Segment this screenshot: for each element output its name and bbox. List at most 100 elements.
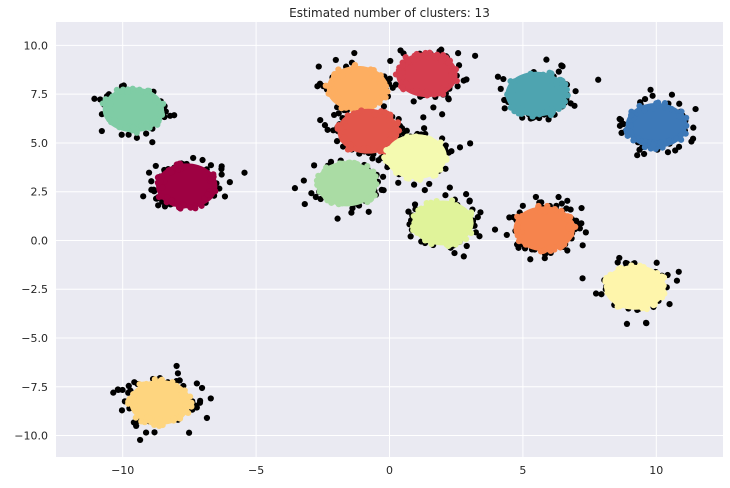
cluster-point bbox=[443, 241, 451, 248]
noise-point bbox=[389, 84, 396, 91]
cluster-point bbox=[422, 49, 429, 57]
noise-point bbox=[140, 193, 147, 200]
noise-point bbox=[395, 179, 402, 186]
cluster-point bbox=[432, 54, 439, 62]
noise-point bbox=[640, 150, 648, 158]
noise-point bbox=[558, 200, 565, 207]
cluster-point bbox=[158, 376, 165, 383]
cluster-point bbox=[558, 207, 565, 215]
y-tick-label: −10.0 bbox=[14, 430, 48, 443]
noise-point bbox=[439, 111, 446, 118]
cluster-point bbox=[627, 128, 634, 135]
noise-point bbox=[203, 414, 211, 422]
cluster-point bbox=[630, 266, 637, 273]
y-tick-label: −2.5 bbox=[21, 283, 48, 296]
cluster-point bbox=[518, 212, 525, 220]
noise-point bbox=[582, 229, 589, 236]
noise-point bbox=[430, 104, 437, 111]
cluster-point bbox=[661, 99, 669, 107]
cluster-point bbox=[438, 58, 445, 65]
noise-point bbox=[207, 162, 215, 169]
cluster-point bbox=[515, 219, 522, 226]
noise-point bbox=[618, 129, 625, 136]
cluster-point bbox=[468, 229, 475, 237]
noise-point bbox=[314, 83, 321, 90]
cluster-point bbox=[187, 204, 194, 211]
cluster-point bbox=[393, 169, 400, 176]
cluster-point bbox=[418, 90, 425, 97]
cluster-point bbox=[377, 81, 384, 88]
noise-point bbox=[614, 259, 621, 266]
noise-point bbox=[573, 217, 580, 224]
noise-point bbox=[451, 249, 458, 257]
cluster-point bbox=[410, 56, 417, 64]
cluster-point bbox=[358, 107, 365, 114]
cluster-point bbox=[330, 75, 338, 82]
noise-point bbox=[198, 384, 206, 392]
cluster-point bbox=[518, 228, 525, 236]
cluster-point bbox=[529, 113, 536, 120]
cluster-point bbox=[619, 265, 626, 273]
cluster-point bbox=[145, 87, 153, 94]
cluster-point bbox=[637, 302, 644, 309]
noise-point bbox=[455, 50, 462, 57]
cluster-point bbox=[324, 194, 331, 201]
cluster-point bbox=[418, 171, 425, 178]
noise-point bbox=[321, 122, 329, 129]
cluster-point bbox=[132, 414, 139, 421]
cluster-point bbox=[178, 162, 185, 169]
cluster-point bbox=[338, 160, 345, 167]
noise-point bbox=[125, 131, 132, 138]
cluster-point bbox=[555, 105, 562, 113]
cluster-point bbox=[556, 241, 563, 248]
y-tick-label: 10.0 bbox=[24, 39, 49, 52]
noise-point bbox=[155, 202, 162, 209]
noise-point bbox=[578, 204, 585, 212]
noise-point bbox=[420, 114, 427, 121]
noise-point bbox=[567, 100, 574, 107]
cluster-point bbox=[359, 194, 366, 201]
noise-point bbox=[595, 76, 602, 83]
cluster-point bbox=[322, 169, 329, 176]
cluster-point bbox=[129, 85, 136, 92]
noise-point bbox=[199, 156, 206, 164]
noise-point bbox=[676, 100, 683, 107]
cluster-12 bbox=[602, 262, 668, 313]
cluster-point bbox=[204, 191, 211, 198]
cluster-point bbox=[131, 407, 139, 414]
noise-point bbox=[152, 162, 159, 170]
noise-point bbox=[317, 117, 324, 124]
cluster-point bbox=[368, 169, 375, 176]
noise-point bbox=[148, 186, 155, 193]
noise-point bbox=[445, 149, 452, 156]
cluster-point bbox=[381, 154, 388, 161]
cluster-point bbox=[636, 262, 644, 269]
noise-point bbox=[491, 226, 499, 233]
noise-point bbox=[442, 165, 449, 172]
cluster-point bbox=[627, 122, 634, 129]
cluster-point bbox=[176, 414, 183, 421]
cluster-point bbox=[630, 137, 637, 144]
noise-point bbox=[463, 76, 470, 83]
noise-point bbox=[472, 229, 479, 236]
noise-point bbox=[335, 110, 342, 117]
noise-point bbox=[207, 395, 214, 402]
cluster-point bbox=[136, 381, 143, 388]
cluster-point bbox=[346, 159, 353, 166]
cluster-point bbox=[99, 100, 106, 107]
noise-point bbox=[532, 193, 540, 201]
cluster-point bbox=[629, 301, 636, 309]
noise-point bbox=[555, 68, 562, 75]
cluster-point bbox=[141, 419, 148, 426]
x-axis-ticks: −10 −5 0 5 10 bbox=[111, 464, 663, 477]
noise-point bbox=[503, 231, 510, 239]
noise-point bbox=[410, 181, 418, 188]
noise-point bbox=[311, 162, 318, 169]
cluster-point bbox=[644, 302, 651, 309]
noise-point bbox=[173, 362, 180, 370]
cluster-point bbox=[382, 83, 390, 90]
noise-point bbox=[494, 73, 502, 80]
cluster-point bbox=[565, 223, 572, 230]
cluster-point bbox=[609, 281, 616, 288]
noise-point bbox=[477, 209, 484, 216]
